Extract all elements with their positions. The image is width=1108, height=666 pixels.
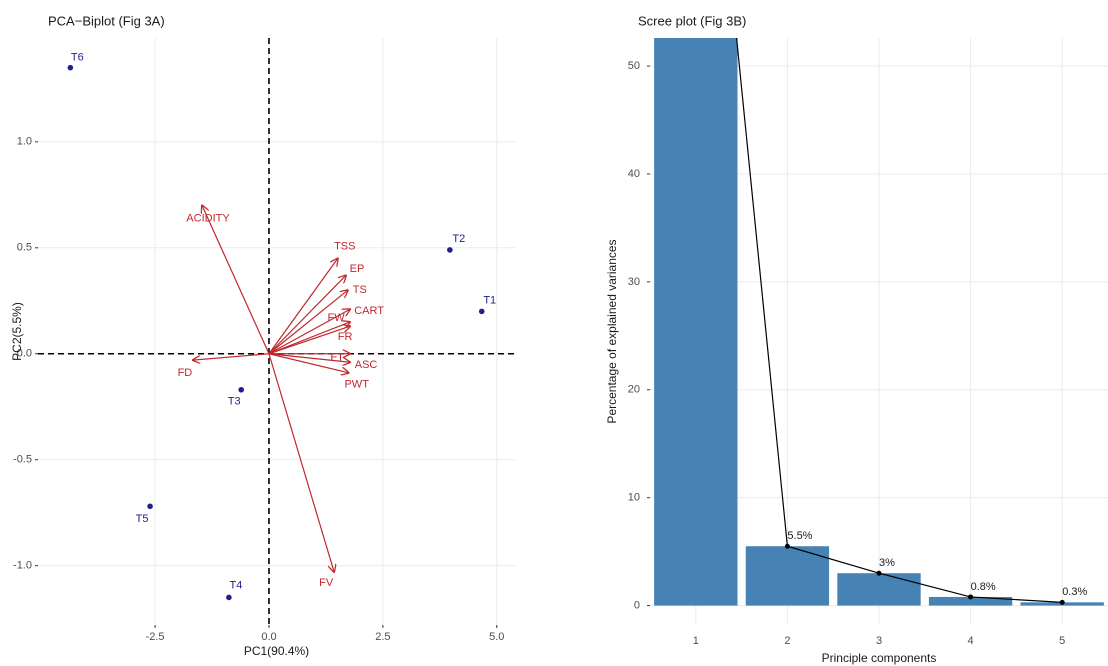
loading-label: EP — [350, 263, 365, 275]
point — [447, 247, 453, 253]
loading-arrow — [268, 353, 334, 572]
point-label: T3 — [228, 396, 241, 408]
y-tick-label: 30 — [628, 276, 640, 288]
bar — [837, 573, 921, 606]
bar — [654, 38, 738, 606]
loading-arrow — [193, 353, 270, 360]
loading-arrow — [268, 322, 350, 355]
x-tick-label: 2 — [784, 635, 790, 647]
y-tick-label: -0.5 — [13, 454, 32, 466]
loading-label: FR — [338, 331, 353, 343]
bar — [745, 546, 830, 606]
scree-point — [1059, 599, 1065, 605]
point-label: T5 — [136, 513, 149, 525]
point — [226, 594, 232, 601]
loading-arrow — [268, 353, 349, 373]
point-label: T2 — [452, 233, 465, 245]
y-tick-label: 40 — [628, 168, 640, 180]
scree-point — [784, 543, 790, 549]
loading-arrow — [268, 275, 346, 355]
y-tick-label: 20 — [628, 384, 640, 396]
point — [238, 386, 244, 393]
scree-point — [968, 594, 974, 600]
x-tick-label: 4 — [968, 635, 974, 647]
value-label: 3% — [879, 557, 895, 569]
y-tick-label: 0.5 — [17, 242, 32, 254]
point — [478, 308, 485, 315]
x-tick-label: 5 — [1059, 635, 1065, 647]
x-axis-title: Principle components — [822, 651, 937, 665]
y-tick-label: 50 — [628, 60, 640, 72]
point — [147, 503, 153, 510]
scree-point — [876, 570, 882, 576]
bar — [928, 596, 1013, 606]
point-label: T4 — [229, 579, 242, 591]
x-tick-label: 3 — [876, 635, 882, 647]
point-label: T1 — [483, 294, 496, 306]
loading-label: FD — [178, 367, 193, 379]
x-axis-title: PC1(90.4%) — [244, 644, 309, 658]
y-tick-label: -1.0 — [13, 560, 32, 572]
loading-arrow — [268, 309, 350, 355]
x-tick-label: -2.5 — [146, 631, 165, 643]
loading-label: ACIDITY — [186, 212, 230, 224]
y-tick-label: 0.0 — [17, 348, 32, 360]
loading-arrow — [268, 353, 350, 362]
loading-label: FW — [328, 312, 346, 324]
loading-label: TSS — [334, 240, 355, 252]
y-tick-label: 1.0 — [17, 136, 32, 148]
value-label: 0.3% — [1062, 586, 1087, 598]
point-label: T6 — [71, 52, 84, 64]
loading-label: ASC — [355, 359, 378, 371]
loading-arrow — [268, 326, 350, 355]
x-tick-label: 1 — [693, 635, 699, 647]
loading-arrow — [268, 258, 338, 355]
loading-label: CART — [354, 305, 384, 317]
y-tick-label: 0 — [634, 599, 640, 611]
loading-label: FV — [319, 577, 334, 589]
plot-area — [654, 38, 1104, 625]
loading-label: PWT — [344, 379, 369, 391]
loading-label: TS — [353, 284, 367, 296]
x-tick-label: 0.0 — [261, 631, 276, 643]
loading-arrow — [268, 290, 348, 355]
y-axis-title: PC2(5.5%) — [10, 302, 24, 361]
x-tick-label: 5.0 — [489, 631, 504, 643]
point — [67, 64, 74, 71]
y-tick-label: 10 — [628, 492, 640, 504]
chart-title: Scree plot (Fig 3B) — [638, 13, 746, 28]
value-label: 5.5% — [787, 530, 812, 542]
chart-title: PCA−Biplot (Fig 3A) — [48, 13, 165, 28]
y-axis-title: Percentage of explained variances — [605, 239, 619, 423]
x-tick-label: 2.5 — [375, 631, 390, 643]
loading-arrow — [202, 205, 270, 354]
value-label: 0.8% — [971, 581, 996, 593]
